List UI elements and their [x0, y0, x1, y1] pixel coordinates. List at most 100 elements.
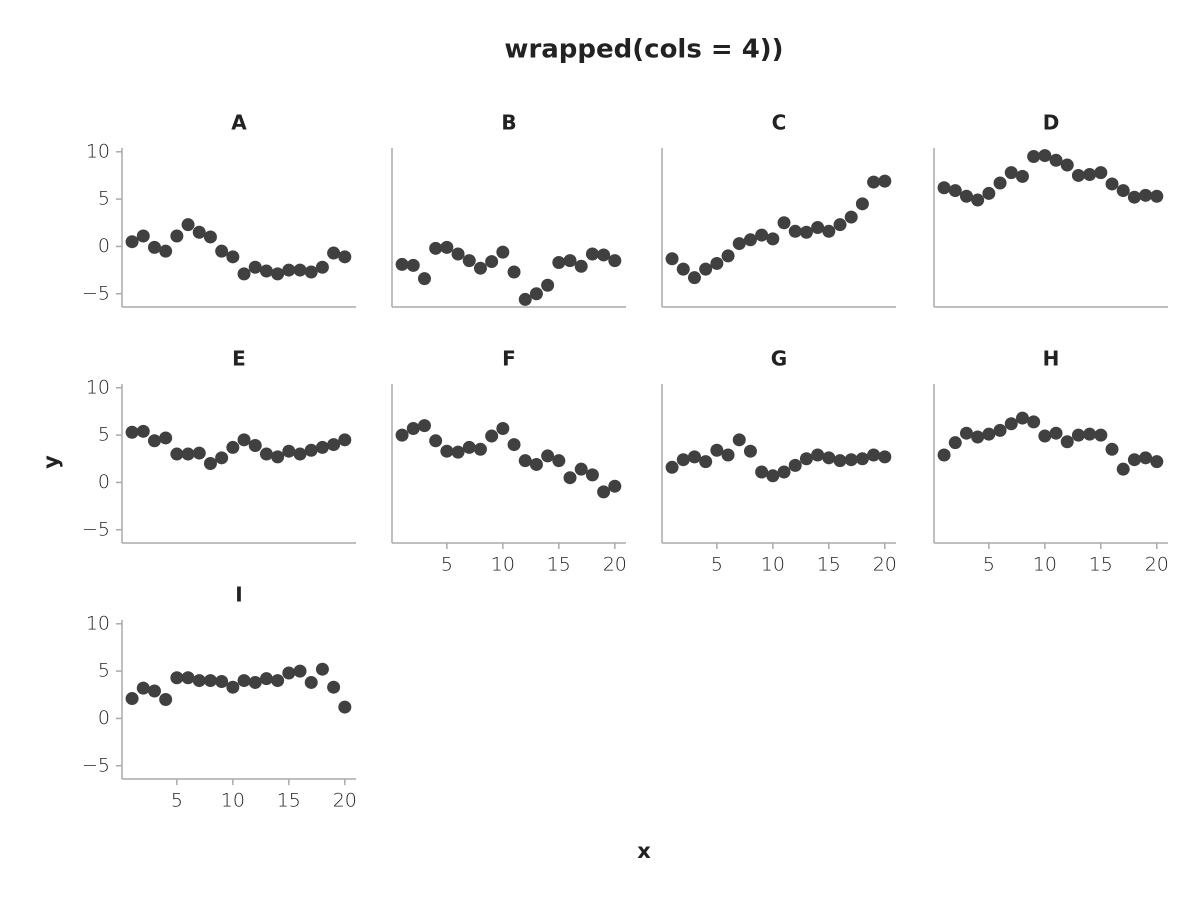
point [125, 235, 139, 249]
point [777, 216, 791, 230]
point [597, 248, 611, 262]
point [743, 444, 757, 458]
x-tick-label: 5 [711, 554, 723, 576]
facet-title: A [231, 111, 247, 135]
point [1004, 166, 1018, 180]
point [563, 471, 577, 485]
point [462, 440, 476, 454]
point [417, 272, 431, 286]
point [440, 240, 454, 254]
point [429, 241, 443, 255]
point [507, 438, 521, 452]
point [1105, 177, 1119, 191]
x-tick-label: 20 [333, 790, 357, 812]
point [473, 261, 487, 275]
point [687, 271, 701, 285]
y-tick-label: −5 [82, 282, 110, 304]
point [338, 250, 352, 264]
facet-title: C [772, 111, 787, 135]
point [226, 250, 240, 264]
point [959, 189, 973, 203]
point [574, 462, 588, 476]
point [293, 447, 307, 461]
point [417, 419, 431, 433]
point [271, 450, 285, 464]
point [597, 485, 611, 499]
point [136, 681, 150, 695]
chart-title: wrapped(cols = 4)) [504, 35, 783, 65]
x-tick-label: 5 [441, 554, 453, 576]
point [766, 232, 780, 246]
point [248, 439, 262, 453]
point [147, 434, 161, 448]
point [304, 675, 318, 689]
point [855, 197, 869, 211]
x-tick-label: 15 [1089, 554, 1113, 576]
y-tick-label: 0 [98, 471, 110, 493]
point [1105, 442, 1119, 456]
point [699, 262, 713, 276]
point [1060, 158, 1074, 172]
y-tick-label: 5 [98, 660, 110, 682]
point [136, 229, 150, 243]
point [1015, 411, 1029, 425]
point [136, 424, 150, 438]
point [485, 255, 499, 269]
point [203, 230, 217, 244]
point [1083, 168, 1097, 181]
point [699, 455, 713, 469]
point [971, 430, 985, 444]
x-tick-label: 5 [983, 554, 995, 576]
point [755, 465, 769, 479]
y-tick-label: 10 [86, 612, 110, 634]
facet-title: E [232, 347, 246, 371]
point [563, 254, 577, 268]
x-tick-label: 20 [1145, 554, 1169, 576]
x-tick-label: 10 [221, 790, 245, 812]
point [473, 442, 487, 456]
point [304, 265, 318, 279]
point [1027, 415, 1041, 429]
point [237, 267, 251, 281]
point [226, 680, 240, 694]
point [1127, 190, 1141, 204]
x-tick-label: 20 [603, 554, 627, 576]
x-tick-label: 15 [817, 554, 841, 576]
point [1060, 435, 1074, 449]
point [259, 672, 273, 686]
x-tick-label: 5 [171, 790, 183, 812]
point [732, 433, 746, 447]
point [833, 454, 847, 468]
point [755, 228, 769, 242]
point [710, 256, 724, 270]
point [732, 237, 746, 251]
point [948, 184, 962, 198]
x-tick-label: 10 [491, 554, 515, 576]
point [282, 444, 296, 458]
point [971, 193, 985, 207]
point [259, 264, 273, 278]
point [215, 451, 229, 465]
point [1071, 428, 1085, 442]
point [1038, 429, 1052, 443]
point [147, 684, 161, 698]
point [170, 229, 184, 243]
point [271, 674, 285, 688]
y-axis-label: y [39, 455, 63, 469]
point [485, 429, 499, 443]
point [451, 445, 465, 459]
point [159, 431, 173, 445]
point [788, 458, 802, 472]
point [496, 245, 510, 259]
y-tick-label: 10 [86, 376, 110, 398]
point [665, 460, 679, 474]
point [327, 438, 341, 452]
point [878, 174, 892, 188]
point [192, 446, 206, 460]
point [948, 436, 962, 450]
point [1150, 189, 1164, 203]
point [1004, 417, 1018, 431]
point [1139, 188, 1153, 202]
y-tick-label: −5 [82, 518, 110, 540]
